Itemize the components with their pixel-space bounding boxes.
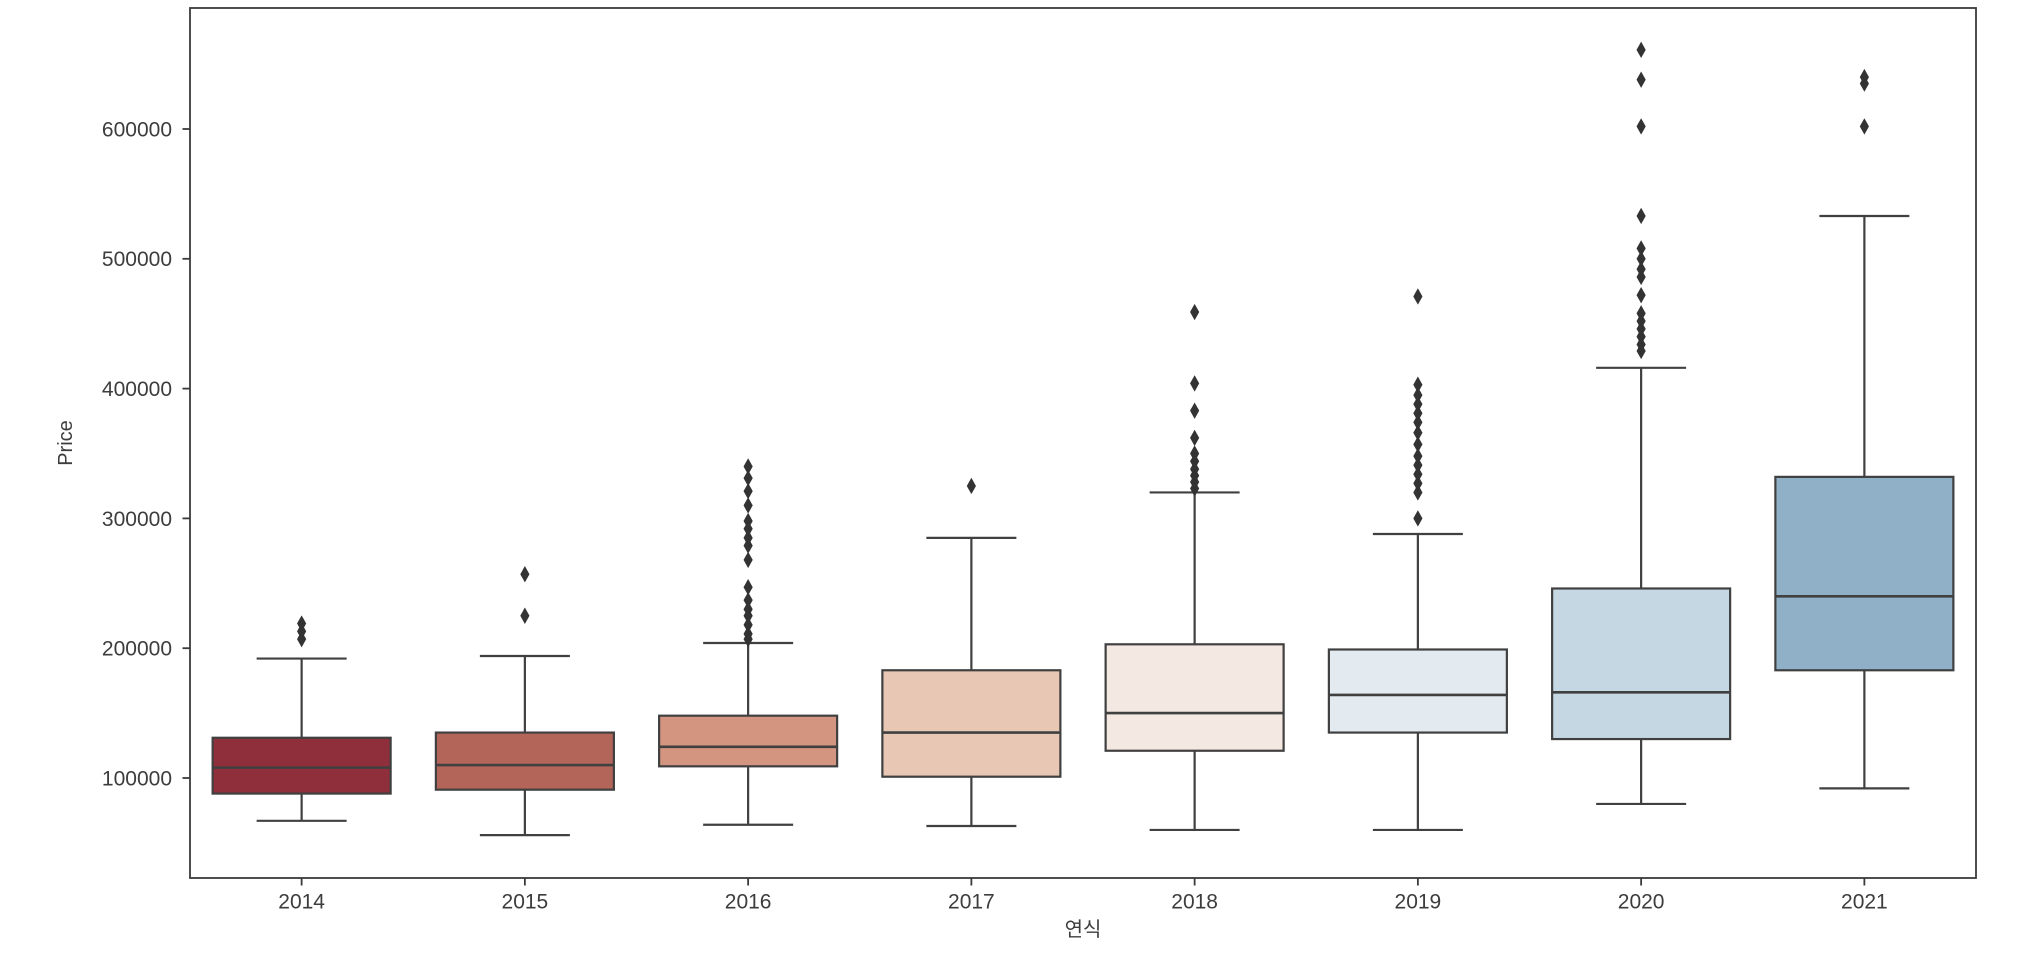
outlier-point xyxy=(1413,466,1423,483)
outlier-point xyxy=(1636,286,1646,304)
y-tick-label: 500000 xyxy=(102,248,172,271)
y-tick-label: 100000 xyxy=(102,767,172,790)
x-tick-label: 2021 xyxy=(1841,890,1888,913)
outlier-point xyxy=(520,566,530,583)
outlier-point xyxy=(1636,250,1646,267)
plot-border xyxy=(189,7,1977,879)
outlier-point xyxy=(1190,445,1200,462)
iqr-box xyxy=(1551,587,1732,741)
outlier-point xyxy=(1190,402,1200,419)
iqr-box xyxy=(1327,648,1508,734)
box-group-2019 xyxy=(1327,288,1508,832)
outlier-point xyxy=(743,601,753,618)
box-group-2017 xyxy=(881,477,1062,828)
outlier-point xyxy=(743,497,753,514)
outlier-point xyxy=(743,616,753,634)
box-group-2018 xyxy=(1104,303,1285,832)
y-tick-label: 400000 xyxy=(102,378,172,401)
outlier-point xyxy=(1636,305,1646,322)
outlier-point xyxy=(1190,303,1200,321)
iqr-box xyxy=(1104,643,1285,752)
outlier-point xyxy=(1413,510,1423,527)
outlier-point xyxy=(743,591,753,609)
x-tick-label: 2019 xyxy=(1395,890,1442,913)
outlier-point xyxy=(1413,475,1423,492)
outlier-point xyxy=(1413,395,1423,413)
box-group-2015 xyxy=(434,566,615,837)
outlier-point xyxy=(1636,240,1646,257)
y-tick-label: 300000 xyxy=(102,508,172,531)
outlier-point xyxy=(743,578,753,596)
x-tick-label: 2015 xyxy=(502,890,549,913)
iqr-box xyxy=(881,669,1062,778)
outlier-point xyxy=(1859,118,1869,135)
outlier-point xyxy=(743,482,753,500)
outlier-point xyxy=(1413,436,1423,453)
outlier-point xyxy=(966,477,976,495)
outlier-point xyxy=(1859,68,1869,86)
outlier-point xyxy=(297,615,307,632)
x-tick-label: 2017 xyxy=(948,890,995,913)
iqr-box xyxy=(434,731,615,791)
x-tick-label: 2018 xyxy=(1171,890,1218,913)
outlier-point xyxy=(520,607,530,624)
outlier-point xyxy=(1413,386,1423,404)
x-tick-label: 2014 xyxy=(278,890,325,913)
iqr-box xyxy=(1774,475,1955,672)
x-tick-label: 2016 xyxy=(725,890,772,913)
outlier-point xyxy=(1636,118,1646,135)
box-group-2014 xyxy=(211,615,392,822)
outlier-point xyxy=(1413,414,1423,431)
outlier-point xyxy=(1413,424,1423,441)
iqr-box xyxy=(658,714,839,768)
y-tick-label: 200000 xyxy=(102,638,172,661)
y-axis-label: Price xyxy=(55,420,77,466)
box-group-2020 xyxy=(1551,41,1732,806)
outlier-point xyxy=(743,529,753,547)
outlier-point xyxy=(1636,260,1646,278)
outlier-point xyxy=(1413,288,1423,305)
box-group-2021 xyxy=(1774,68,1955,790)
outlier-point xyxy=(1636,71,1646,88)
outlier-point xyxy=(743,469,753,487)
outlier-point xyxy=(1413,484,1423,501)
iqr-box xyxy=(211,736,392,795)
outlier-point xyxy=(1636,41,1646,59)
outlier-point xyxy=(1413,376,1423,393)
box-group-2016 xyxy=(658,458,839,826)
outlier-point xyxy=(743,551,753,569)
outlier-point xyxy=(1413,447,1423,465)
y-tick-label: 600000 xyxy=(102,118,172,141)
outlier-point xyxy=(1190,375,1200,392)
outlier-point xyxy=(743,458,753,475)
outlier-point xyxy=(1190,429,1200,447)
x-tick-label: 2020 xyxy=(1618,890,1665,913)
outlier-point xyxy=(743,512,753,530)
outlier-point xyxy=(743,625,753,643)
outlier-point xyxy=(1413,405,1423,422)
x-axis-label: 연식 xyxy=(1065,918,1102,941)
outlier-point xyxy=(1413,456,1423,474)
outlier-point xyxy=(1636,207,1646,225)
